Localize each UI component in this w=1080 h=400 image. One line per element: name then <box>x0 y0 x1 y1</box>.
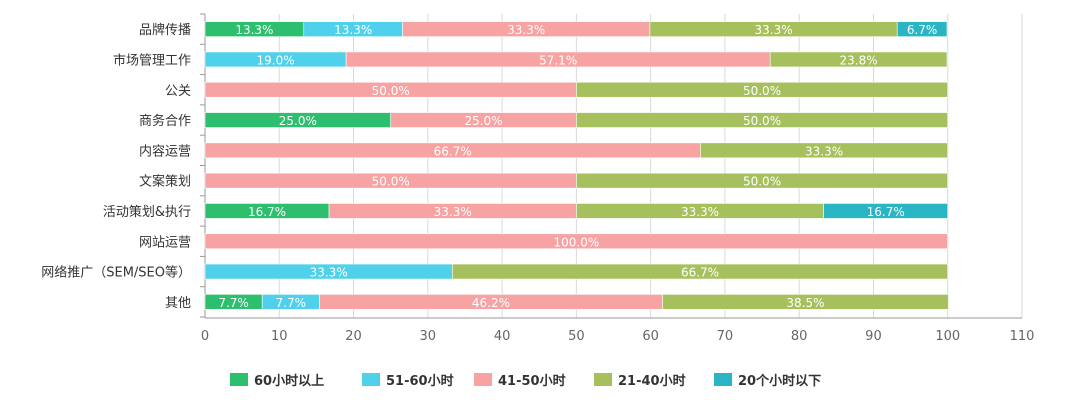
bar-value-label: 66.7% <box>434 144 472 158</box>
legend-swatch <box>594 373 612 386</box>
category-label: 公关 <box>165 84 191 99</box>
bar-value-label: 50.0% <box>743 175 781 189</box>
legend-swatch <box>362 373 380 386</box>
x-tick-label: 60 <box>642 329 659 344</box>
category-label: 商务合作 <box>139 113 191 129</box>
bar-value-label: 50.0% <box>372 84 410 98</box>
x-tick-label: 50 <box>568 329 585 344</box>
category-label: 内容运营 <box>139 143 191 159</box>
bar-value-label: 33.3% <box>310 266 348 280</box>
category-label: 网站运营 <box>139 235 191 250</box>
category-label: 市场管理工作 <box>113 52 191 68</box>
bar-value-label: 50.0% <box>372 175 410 189</box>
bar-value-label: 33.3% <box>754 23 792 37</box>
category-label: 其他 <box>165 296 191 311</box>
bar-value-label: 25.0% <box>464 114 502 128</box>
bar-segment[interactable] <box>662 294 949 310</box>
bar-value-label: 38.5% <box>786 296 824 310</box>
bar-value-label: 100.0% <box>553 235 599 249</box>
x-tick-label: 90 <box>865 329 882 344</box>
bar-value-label: 13.3% <box>235 23 273 37</box>
x-tick-label: 0 <box>201 329 209 344</box>
bar-value-label: 50.0% <box>743 84 781 98</box>
category-label: 文案策划 <box>139 174 191 190</box>
bar-value-label: 6.7% <box>907 23 938 37</box>
x-tick-label: 80 <box>791 329 808 344</box>
bar-segment[interactable] <box>700 142 949 159</box>
legend-label: 60小时以上 <box>254 373 324 389</box>
bar-segment[interactable] <box>576 81 949 98</box>
x-tick-label: 40 <box>494 329 511 344</box>
category-label: 网络推广（SEM/SEO等） <box>41 265 191 281</box>
legend-swatch <box>714 373 732 386</box>
bar-segment[interactable] <box>769 51 948 68</box>
bar-value-label: 16.7% <box>867 205 905 219</box>
bar-value-label: 25.0% <box>279 114 317 128</box>
bar-value-label: 13.3% <box>334 23 372 37</box>
legend-swatch <box>230 373 248 386</box>
x-tick-label: 30 <box>420 329 437 344</box>
legend-label: 41-50小时 <box>498 373 566 389</box>
legend-swatch <box>474 373 492 386</box>
bar-value-label: 23.8% <box>840 53 878 67</box>
bar-value-label: 46.2% <box>472 296 510 310</box>
bar-segment[interactable] <box>452 263 949 280</box>
bar-value-label: 33.3% <box>681 205 719 219</box>
category-label: 品牌传播 <box>139 22 191 38</box>
legend-label: 51-60小时 <box>386 373 454 389</box>
bar-value-label: 16.7% <box>248 205 286 219</box>
bar-value-label: 33.3% <box>434 205 472 219</box>
x-tick-label: 110 <box>1010 329 1035 344</box>
category-label: 活动策划&执行 <box>103 204 191 220</box>
bar-segment[interactable] <box>576 172 949 189</box>
bar-value-label: 57.1% <box>539 53 577 67</box>
bar-value-label: 7.7% <box>218 296 249 310</box>
bar-segment[interactable] <box>823 203 949 219</box>
bar-value-label: 7.7% <box>276 296 307 310</box>
bar-segment[interactable] <box>204 233 949 250</box>
x-tick-label: 10 <box>271 329 288 344</box>
x-tick-label: 20 <box>345 329 362 344</box>
bar-value-label: 50.0% <box>743 114 781 128</box>
legend-label: 21-40小时 <box>618 373 686 389</box>
bar-value-label: 33.3% <box>507 23 545 37</box>
bar-value-label: 33.3% <box>805 144 843 158</box>
bar-segment[interactable] <box>576 112 949 128</box>
x-tick-label: 70 <box>717 329 734 344</box>
legend-label: 20个小时以下 <box>738 373 821 389</box>
x-tick-label: 100 <box>935 329 960 344</box>
bar-value-label: 66.7% <box>681 266 719 280</box>
bar-segment[interactable] <box>896 21 948 37</box>
bar-value-label: 19.0% <box>256 53 294 67</box>
